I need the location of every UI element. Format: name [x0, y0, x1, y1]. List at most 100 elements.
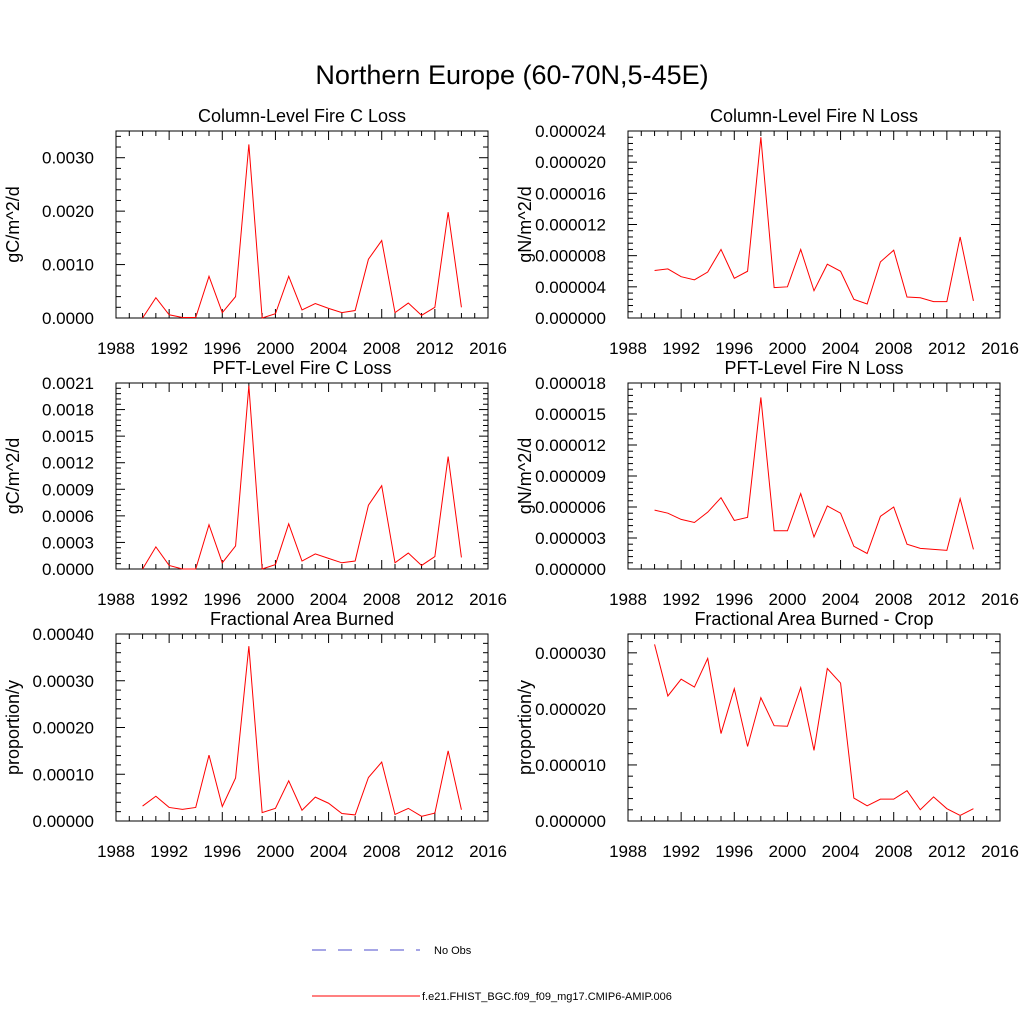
- y-tick-label: 0.000000: [535, 812, 606, 831]
- y-tick-label: 0.000012: [535, 216, 606, 235]
- panel-6: Fractional Area Burned - Crop proportion/…: [515, 609, 1019, 861]
- figure-title: Northern Europe (60-70N,5-45E): [315, 60, 708, 90]
- panel-2: Column-Level Fire N Loss gN/m^2/d 1988 1992…: [515, 106, 1019, 358]
- series-line: [142, 646, 462, 817]
- y-tick-label: 0.000000: [535, 560, 606, 579]
- x-tick-label: 2004: [310, 842, 348, 861]
- y-tick-label: 0.000006: [535, 498, 606, 517]
- y-axis-label: gC/m^2/d: [3, 186, 23, 262]
- x-tick-label: 2016: [469, 590, 507, 609]
- y-tick-label: 0.000020: [535, 700, 606, 719]
- x-tick-label: 1992: [150, 590, 188, 609]
- series-line: [142, 385, 462, 570]
- x-tick-label: 2004: [822, 339, 860, 358]
- x-tick-label: 1988: [97, 842, 135, 861]
- y-axis-label: proportion/y: [515, 680, 535, 775]
- x-tick-label: 2004: [822, 590, 860, 609]
- panel-title: Fractional Area Burned - Crop: [694, 609, 933, 629]
- y-tick-label: 0.00010: [33, 765, 94, 784]
- x-tick-label: 2012: [416, 339, 454, 358]
- panel-title: Fractional Area Burned: [210, 609, 394, 629]
- plot-frame: [115, 633, 489, 822]
- x-tick-label: 2008: [875, 339, 913, 358]
- y-tick-label: 0.000018: [535, 374, 606, 393]
- legend-label-obs: No Obs: [434, 945, 472, 957]
- x-tick-label: 2008: [875, 590, 913, 609]
- y-tick-label: 0.000016: [535, 184, 606, 203]
- plot-frame: [115, 382, 489, 570]
- panel-3: PFT-Level Fire C Loss gC/m^2/d 1988 1992 199…: [3, 358, 507, 609]
- x-tick-label: 1992: [150, 842, 188, 861]
- y-tick-label: 0.0010: [42, 256, 94, 275]
- x-tick-label: 1996: [715, 590, 753, 609]
- y-tick-label: 0.00030: [33, 672, 94, 691]
- y-tick-label: 0.0030: [42, 149, 94, 168]
- y-tick-label: 0.00020: [33, 719, 94, 738]
- y-tick-label: 0.0012: [42, 454, 94, 473]
- x-tick-label: 2000: [769, 842, 807, 861]
- x-tick-label: 1996: [203, 339, 241, 358]
- plot-frame: [115, 130, 489, 319]
- x-tick-label: 1996: [203, 590, 241, 609]
- x-tick-label: 2016: [469, 339, 507, 358]
- y-tick-label: 0.000020: [535, 153, 606, 172]
- y-axis-label: proportion/y: [3, 680, 23, 775]
- panel-title: Column-Level Fire C Loss: [198, 106, 406, 126]
- x-tick-label: 1992: [662, 842, 700, 861]
- x-tick-label: 2008: [363, 339, 401, 358]
- y-tick-label: 0.0000: [42, 309, 94, 328]
- x-tick-label: 1988: [97, 339, 135, 358]
- x-tick-label: 1992: [150, 339, 188, 358]
- legend-entry-model: f.e21.FHIST_BGC.f09_f09_mg17.CMIP6-AMIP.…: [312, 991, 672, 1003]
- y-tick-label: 0.0009: [42, 480, 94, 499]
- x-tick-label: 2012: [416, 590, 454, 609]
- x-tick-label: 2016: [981, 590, 1019, 609]
- x-tick-label: 2012: [928, 842, 966, 861]
- x-tick-label: 2008: [363, 842, 401, 861]
- y-tick-label: 0.00040: [33, 625, 94, 644]
- y-axis-label: gN/m^2/d: [515, 438, 535, 514]
- y-tick-label: 0.0021: [42, 374, 94, 393]
- panel-title: PFT-Level Fire N Loss: [724, 358, 903, 378]
- x-tick-label: 1992: [662, 590, 700, 609]
- y-tick-label: 0.000030: [535, 644, 606, 663]
- y-tick-label: 0.000008: [535, 247, 606, 266]
- y-tick-label: 0.000003: [535, 529, 606, 548]
- x-tick-label: 2000: [769, 590, 807, 609]
- x-tick-label: 2000: [769, 339, 807, 358]
- y-tick-label: 0.0003: [42, 533, 94, 552]
- y-tick-label: 0.00000: [33, 812, 94, 831]
- x-tick-label: 2008: [875, 842, 913, 861]
- series-line: [654, 137, 974, 305]
- x-tick-label: 1996: [203, 842, 241, 861]
- panel-title: Column-Level Fire N Loss: [710, 106, 918, 126]
- x-tick-label: 2004: [822, 842, 860, 861]
- x-tick-label: 2012: [416, 842, 454, 861]
- x-tick-label: 1996: [715, 339, 753, 358]
- legend-label-model: f.e21.FHIST_BGC.f09_f09_mg17.CMIP6-AMIP.…: [422, 991, 672, 1003]
- y-tick-label: 0.0020: [42, 202, 94, 221]
- x-tick-label: 1988: [97, 590, 135, 609]
- x-tick-label: 2016: [981, 842, 1019, 861]
- series-line: [654, 397, 974, 555]
- y-tick-label: 0.000000: [535, 309, 606, 328]
- y-tick-label: 0.0006: [42, 507, 94, 526]
- plot-frame: [627, 382, 1001, 570]
- x-tick-label: 2000: [257, 842, 295, 861]
- y-tick-label: 0.000009: [535, 467, 606, 486]
- panel-1: Column-Level Fire C Loss gC/m^2/d 1988 1992…: [3, 106, 507, 358]
- x-tick-label: 2012: [928, 590, 966, 609]
- x-tick-label: 2004: [310, 339, 348, 358]
- x-tick-label: 1988: [609, 842, 647, 861]
- y-tick-label: 0.000024: [535, 122, 606, 141]
- x-tick-label: 2016: [469, 842, 507, 861]
- x-tick-label: 1996: [715, 842, 753, 861]
- y-tick-label: 0.000012: [535, 436, 606, 455]
- plot-frame: [627, 633, 1001, 822]
- y-tick-label: 0.0018: [42, 401, 94, 420]
- series-line: [142, 144, 462, 319]
- y-tick-label: 0.000010: [535, 756, 606, 775]
- x-tick-label: 2016: [981, 339, 1019, 358]
- series-line: [654, 644, 974, 816]
